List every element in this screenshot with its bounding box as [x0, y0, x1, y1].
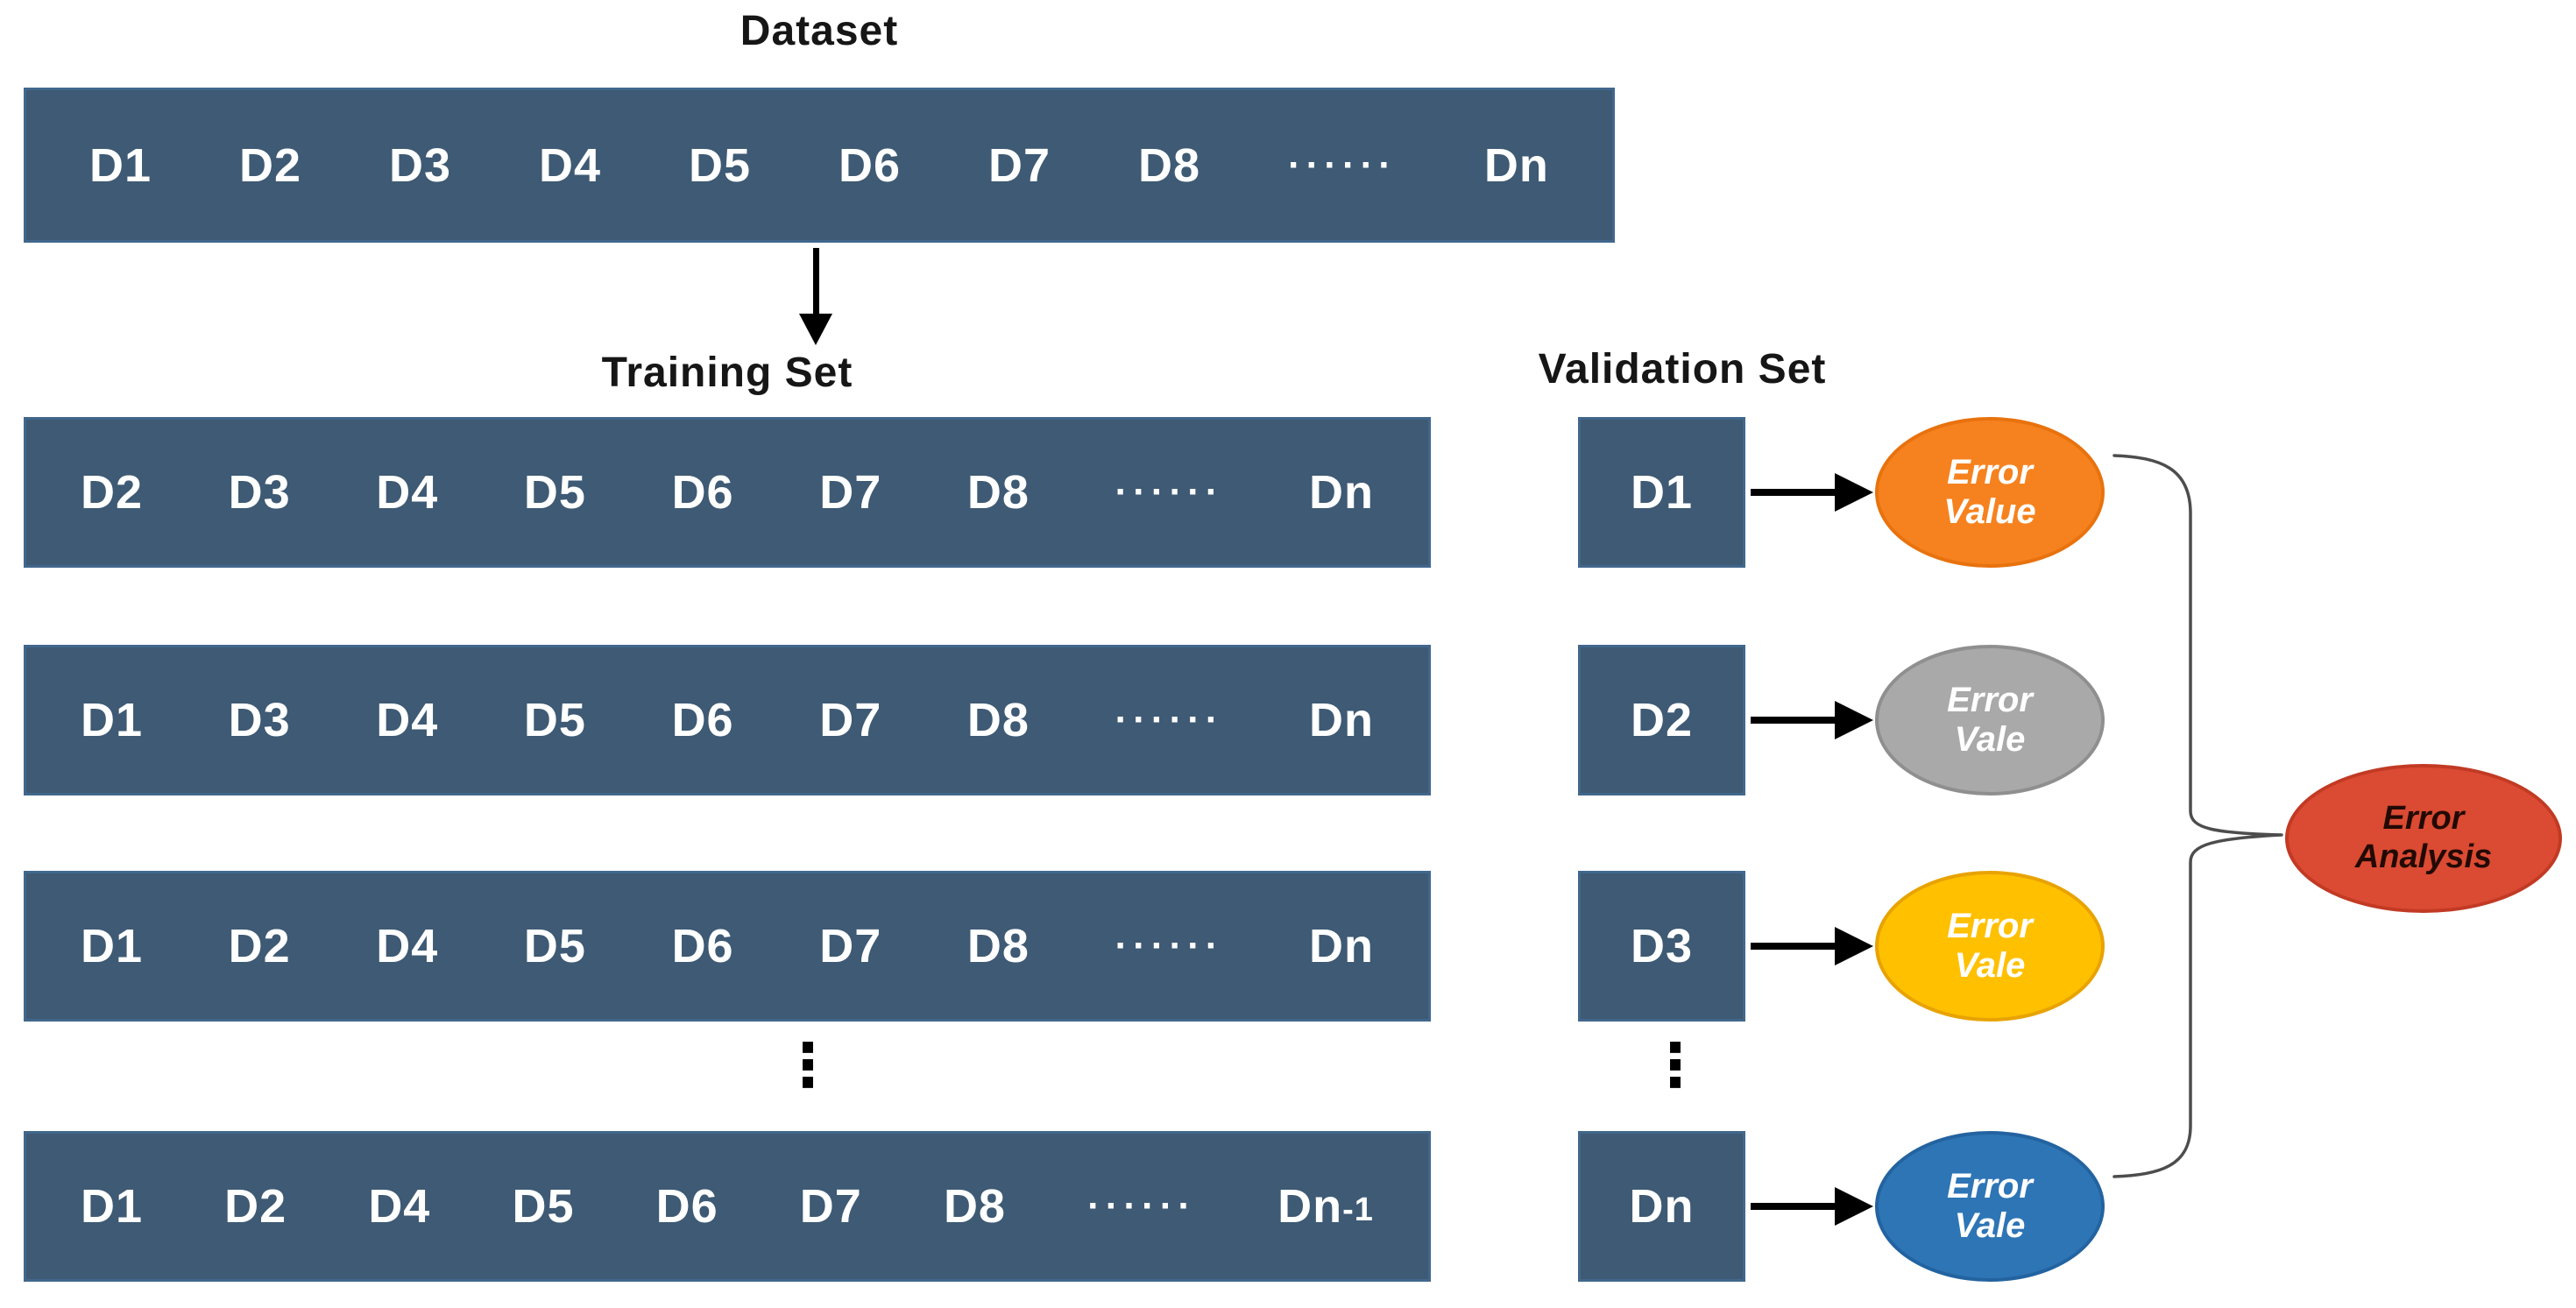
data-block-label: D8 — [943, 1180, 1006, 1233]
validation-block: D1 — [1578, 417, 1745, 568]
arrow-right-icon — [1751, 943, 1838, 950]
data-block-label: D3 — [228, 694, 291, 746]
data-block-label: D6 — [655, 1180, 718, 1233]
fold-row: D2 D3 D4 D5 D6 D7 D8 ······ Dn D1 Error Value — [0, 417, 2576, 568]
data-block-label: D8 — [966, 920, 1030, 972]
training-set-title: Training Set — [601, 350, 853, 396]
training-set-bar: D1 D2 D4 D5 D6 D7 D8 ······ Dn-1 — [24, 1131, 1431, 1282]
error-value-label-line1: Error — [1947, 907, 2033, 946]
error-value-label-line1: Error — [1947, 1167, 2033, 1206]
training-set-bar: D2 D3 D4 D5 D6 D7 D8 ······ Dn — [24, 417, 1431, 568]
data-block-label: Dn — [1483, 138, 1549, 192]
data-block-label: ······ — [1115, 470, 1224, 513]
fold-row: D1 D3 D4 D5 D6 D7 D8 ······ Dn D2 Error Vale — [0, 645, 2576, 795]
arrow-down-head-icon — [799, 314, 832, 345]
dataset-bar: D1 D2 D3 D4 D5 D6 D7 D8 ······ Dn — [24, 88, 1615, 243]
error-analysis-ellipse: Error Analysis — [2285, 764, 2562, 913]
data-block-label: D5 — [523, 694, 586, 746]
data-block-label: D4 — [376, 920, 439, 972]
arrow-right-head-icon — [1835, 701, 1873, 739]
validation-block: D2 — [1578, 645, 1745, 795]
data-block-label: ······ — [1087, 1184, 1197, 1227]
validation-set-title: Validation Set — [1538, 346, 1827, 392]
error-analysis-label-line2: Analysis — [2354, 838, 2493, 875]
dataset-title: Dataset — [740, 8, 899, 54]
data-block-label: D4 — [368, 1180, 431, 1233]
error-value-label-line1: Error — [1947, 681, 2033, 720]
data-block-label: D5 — [523, 466, 586, 519]
data-block-label: D6 — [671, 920, 734, 972]
data-block-label: D7 — [819, 694, 882, 746]
data-block-label: D3 — [389, 138, 452, 192]
training-set-bar: D1 D3 D4 D5 D6 D7 D8 ······ Dn — [24, 645, 1431, 795]
data-block-label: D3 — [228, 466, 291, 519]
error-value-ellipse: Error Vale — [1875, 1131, 2105, 1282]
data-block-label: D4 — [376, 694, 439, 746]
data-block-label: Dn — [1309, 466, 1374, 519]
data-block-label: D6 — [839, 138, 902, 192]
data-block-label: D4 — [539, 138, 602, 192]
arrow-right-icon — [1751, 489, 1838, 496]
data-block-label: Dn-1 — [1277, 1180, 1374, 1233]
data-block-label: D1 — [81, 694, 144, 746]
data-block-label: D5 — [689, 138, 752, 192]
fold-row: D1 D2 D4 D5 D6 D7 D8 ······ Dn-1 Dn Error Vale — [0, 1131, 2576, 1282]
data-block-label: D5 — [512, 1180, 575, 1233]
data-block-label: D7 — [988, 138, 1051, 192]
error-value-label-line2: Value — [1943, 492, 2036, 531]
validation-block: D3 — [1578, 871, 1745, 1022]
error-value-ellipse: Error Vale — [1875, 871, 2105, 1022]
data-block-label: D2 — [228, 920, 291, 972]
data-block-label: Dn — [1309, 694, 1374, 746]
validation-block: Dn — [1578, 1131, 1745, 1282]
error-value-label-line2: Vale — [1954, 1206, 2026, 1245]
data-block-label: D7 — [799, 1180, 862, 1233]
data-block-label: D7 — [819, 920, 882, 972]
arrow-right-icon — [1751, 717, 1838, 724]
data-block-label: ······ — [1115, 924, 1224, 967]
error-value-label-line2: Vale — [1954, 720, 2026, 759]
arrow-right-head-icon — [1835, 927, 1873, 965]
data-block-label: D1 — [1630, 466, 1694, 519]
arrow-right-head-icon — [1835, 473, 1873, 512]
data-block-label: D8 — [966, 694, 1030, 746]
data-block-label: D2 — [1630, 694, 1694, 746]
data-block-label: D3 — [1630, 920, 1694, 972]
arrow-right-icon — [1751, 1203, 1838, 1210]
data-block-label: D6 — [671, 466, 734, 519]
data-block-label: D1 — [89, 138, 152, 192]
training-set-bar: D1 D2 D4 D5 D6 D7 D8 ······ Dn — [24, 871, 1431, 1022]
error-value-ellipse: Error Vale — [1875, 645, 2105, 795]
data-block-label: D6 — [671, 694, 734, 746]
data-block-label: Dn — [1309, 920, 1374, 972]
data-block-label: D2 — [224, 1180, 287, 1233]
data-block-label: ······ — [1115, 698, 1224, 741]
data-block-label: ······ — [1288, 143, 1397, 187]
error-value-label-line2: Vale — [1954, 946, 2026, 985]
data-block-label: D2 — [81, 466, 144, 519]
fold-row: D1 D2 D4 D5 D6 D7 D8 ······ Dn D3 Error Vale — [0, 871, 2576, 1022]
vertical-ellipsis: ⋮ — [778, 1031, 838, 1100]
data-block-label: D8 — [966, 466, 1030, 519]
data-block-label: D5 — [523, 920, 586, 972]
data-block-label: D1 — [81, 920, 144, 972]
arrow-right-head-icon — [1835, 1187, 1873, 1226]
vertical-ellipsis: ⋮ — [1645, 1031, 1705, 1100]
arrow-down-icon — [813, 248, 819, 316]
error-analysis-label-line1: Error — [2382, 800, 2465, 838]
data-block-label: D1 — [81, 1180, 144, 1233]
data-block-label: Dn — [1629, 1180, 1695, 1233]
data-block-label: D8 — [1138, 138, 1201, 192]
data-block-label: D7 — [819, 466, 882, 519]
error-value-label-line1: Error — [1947, 453, 2033, 492]
error-value-ellipse: Error Value — [1875, 417, 2105, 568]
data-block-label: D4 — [376, 466, 439, 519]
data-block-label: D2 — [239, 138, 302, 192]
